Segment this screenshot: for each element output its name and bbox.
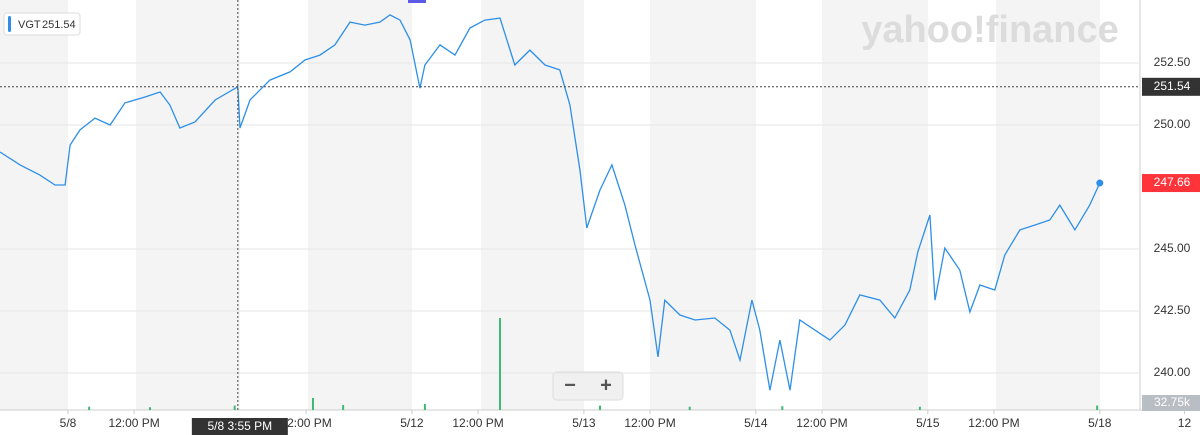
- x-tick-label: 12:00 PM: [452, 416, 503, 430]
- volume-bar: [599, 405, 602, 410]
- x-tick-label: 12:00 PM: [280, 416, 331, 430]
- watermark: yahoo!finance: [861, 9, 1119, 51]
- volume-bar: [423, 403, 426, 410]
- legend-symbol: VGT: [18, 19, 41, 31]
- band: [822, 0, 928, 410]
- band: [0, 0, 68, 410]
- crosshair-x-label: 5/8 3:55 PM: [207, 419, 272, 433]
- legend: VGT 251.54: [3, 12, 81, 36]
- x-tick-label: 12:00 PM: [968, 416, 1019, 430]
- x-tick-label: 5/18: [1088, 416, 1112, 430]
- band: [996, 0, 1100, 410]
- volume-label: 32.75k: [1154, 395, 1191, 409]
- volume-bar: [149, 407, 152, 410]
- volume-bar: [688, 406, 691, 410]
- price-line: [0, 14, 1101, 391]
- x-tick-label: 12:00 PM: [108, 416, 159, 430]
- volume-bar: [499, 318, 502, 410]
- zoom-out[interactable]: −: [564, 374, 576, 396]
- scroll-indicator: [408, 0, 426, 3]
- last-label: 247.66: [1154, 175, 1191, 189]
- band: [136, 0, 240, 410]
- crosshair-y-box: [1142, 77, 1200, 96]
- volume-bar: [1096, 405, 1099, 410]
- y-tick-label: 240.00: [1154, 365, 1191, 379]
- x-tick-label: 12:00 PM: [624, 416, 675, 430]
- volume-bar: [88, 406, 91, 410]
- x-tick-label: 5/12: [400, 416, 424, 430]
- x-tick-label: 5/8: [60, 416, 77, 430]
- legend-swatch: [8, 16, 11, 32]
- y-tick-label: 250.00: [1154, 117, 1191, 131]
- x-tick-label: 12: [1178, 416, 1192, 430]
- band: [481, 0, 584, 410]
- legend-value: 251.54: [42, 19, 76, 31]
- zoom-box: [552, 371, 624, 401]
- session-bands: [0, 0, 1100, 410]
- volume-bar: [233, 405, 236, 410]
- x-tick-label: 5/14: [744, 416, 768, 430]
- last-box: [1142, 174, 1200, 193]
- volume-bar: [918, 406, 921, 410]
- legend-box: [3, 12, 81, 36]
- crosshair-x-box: [191, 418, 288, 435]
- band: [650, 0, 756, 410]
- y-tick-label: 242.50: [1154, 303, 1191, 317]
- y-tick-label: 245.00: [1154, 241, 1191, 255]
- volume-box: [1142, 395, 1200, 411]
- x-tick-label: 5/13: [572, 416, 596, 430]
- volume-bar: [342, 405, 345, 410]
- x-tick-label: 12:00 PM: [796, 416, 847, 430]
- volume-bar: [311, 398, 314, 410]
- zoom-in[interactable]: +: [600, 374, 612, 396]
- x-tick-label: 5/15: [916, 416, 940, 430]
- volume-bar: [781, 406, 784, 410]
- last-point: [1096, 179, 1104, 187]
- zoom-controls: − +: [552, 371, 624, 401]
- band: [308, 0, 412, 410]
- y-tick-label: 252.50: [1154, 55, 1191, 69]
- crosshair-y-label: 251.54: [1154, 79, 1191, 93]
